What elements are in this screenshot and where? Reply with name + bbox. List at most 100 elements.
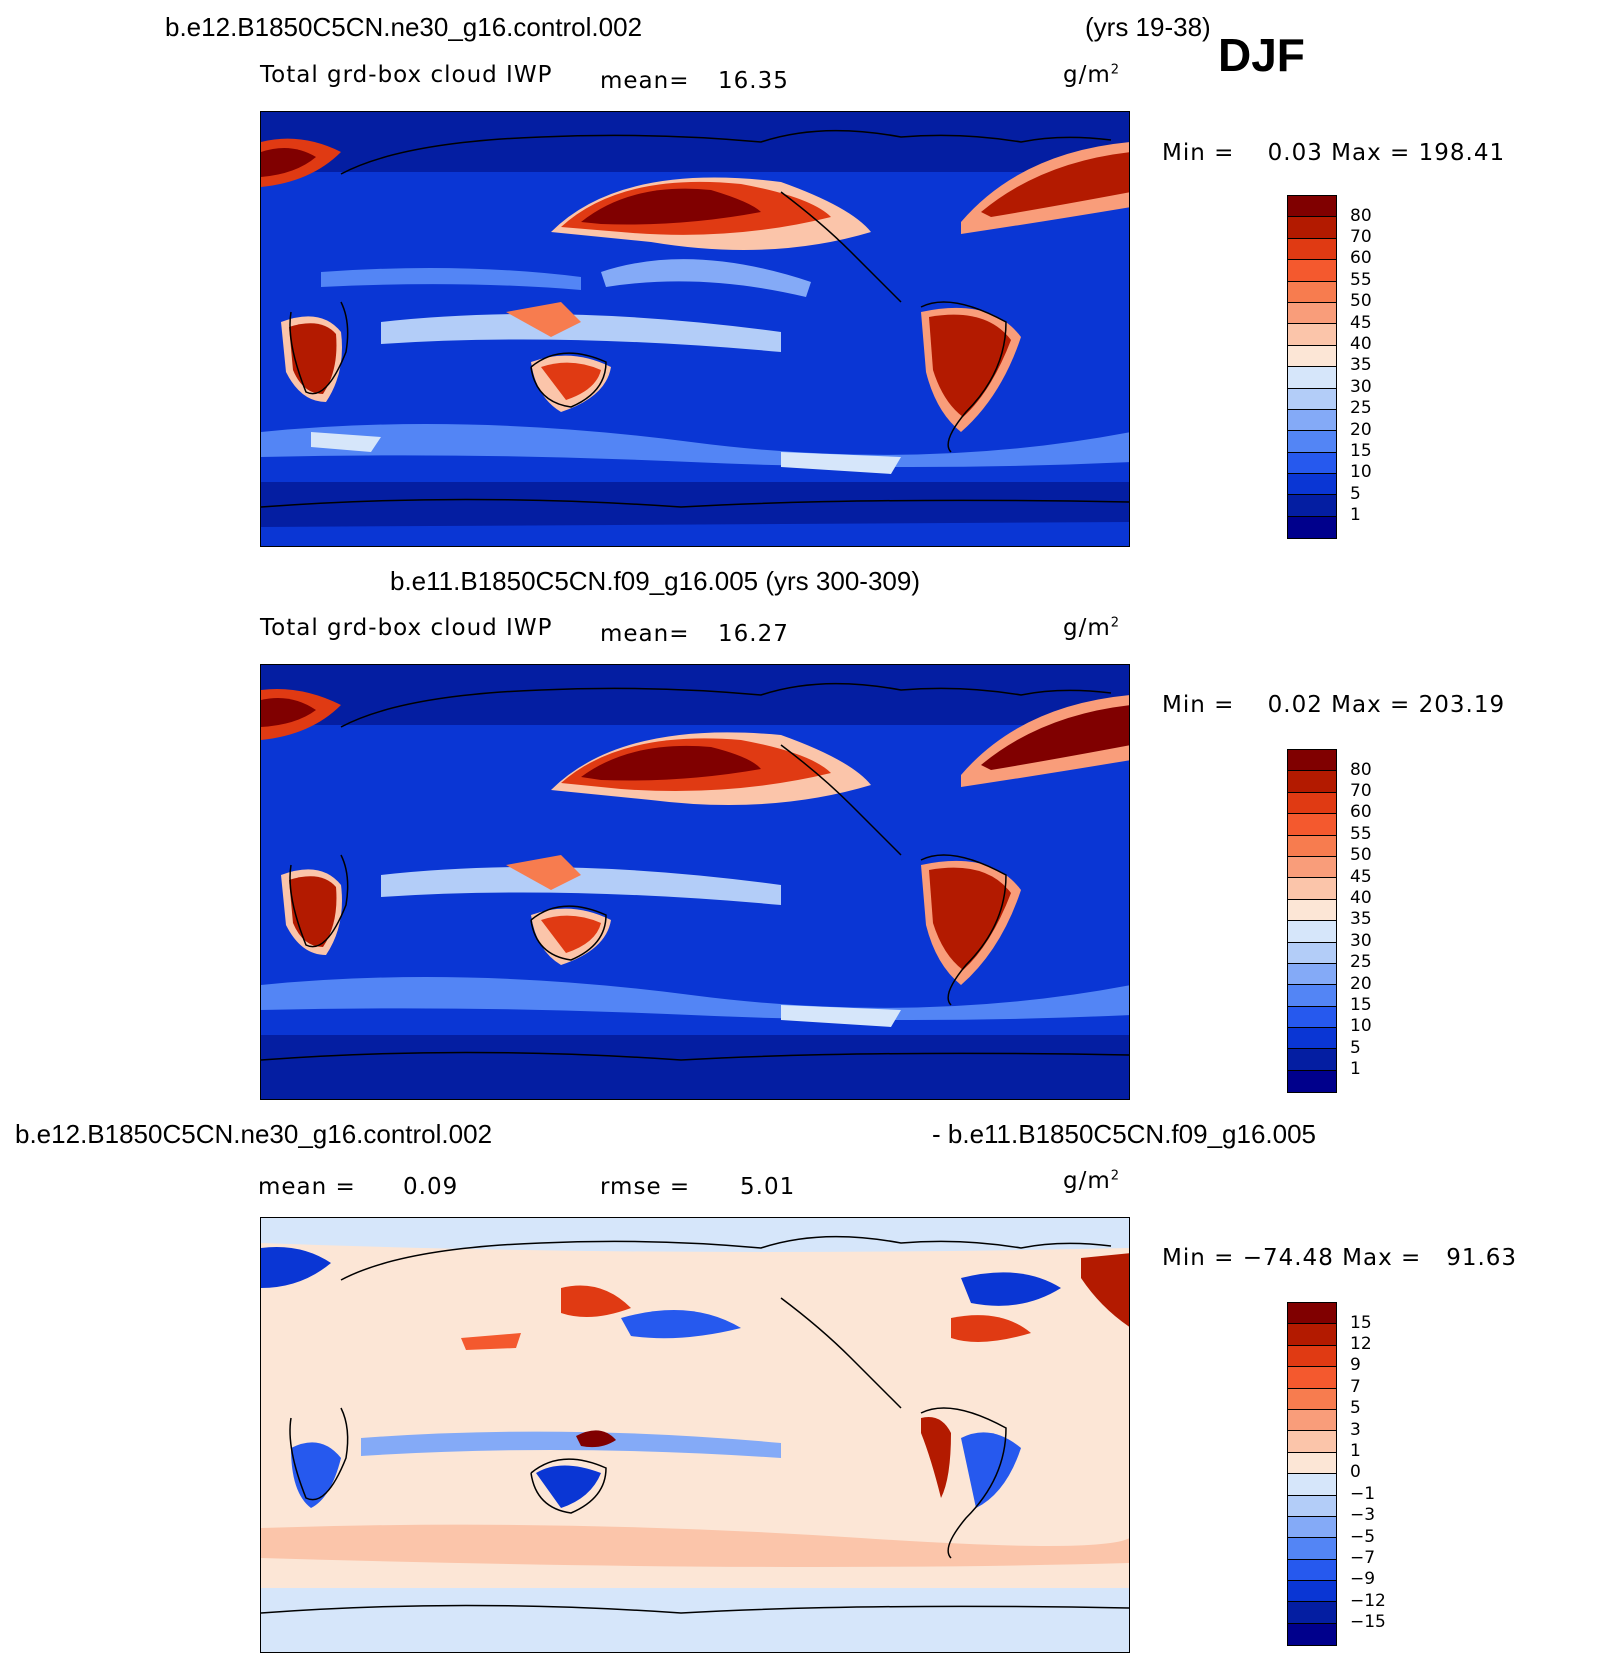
colorbar-segment [1288,196,1336,218]
colorbar-tick-label: 35 [1350,355,1372,376]
panel3-colorbar [1287,1302,1337,1647]
colorbar-segment [1288,324,1336,346]
colorbar-segment [1288,1538,1336,1560]
colorbar-tick-label: 40 [1350,888,1372,909]
colorbar-segment [1288,238,1336,261]
panel3-case-title-right: - b.e11.B1850C5CN.f09_g16.005 [932,1119,1317,1149]
colorbar-tick-label: −3 [1350,1505,1376,1526]
colorbar-tick-label: 35 [1350,909,1372,930]
panel3-map [260,1217,1130,1653]
colorbar-segment [1288,1495,1336,1517]
colorbar-tick-label: 70 [1350,227,1372,248]
colorbar-segment [1288,1559,1336,1582]
colorbar-segment [1288,1367,1336,1389]
colorbar-segment [1288,1070,1336,1093]
colorbar-segment [1288,750,1336,772]
colorbar-segment [1288,921,1336,943]
colorbar-segment [1288,1388,1336,1410]
colorbar-segment [1288,1602,1336,1624]
colorbar-tick-label: 1 [1350,505,1361,526]
panel1-colorbar [1287,195,1337,540]
colorbar-tick-label: 25 [1350,398,1372,419]
colorbar-tick-label: 15 [1350,1312,1372,1333]
colorbar-segment [1288,814,1336,836]
colorbar-segment [1288,1516,1336,1539]
colorbar-tick-label: 55 [1350,823,1372,844]
panel3-colorbar-labels: 15 12 9 7 5 3 1 0 −1 −3 −5 −7 −9 −12 −15 [1350,1302,1386,1632]
colorbar-tick-label: 45 [1350,312,1372,333]
colorbar-tick-label: 70 [1350,781,1372,802]
colorbar-segment [1288,1623,1336,1646]
colorbar-tick-label: −15 [1350,1612,1386,1633]
panel1-minmax: Min = 0.03 Max = 198.41 [1162,140,1506,166]
panel1-colorbar-labels: 80 70 60 55 50 45 40 35 30 25 20 15 10 5 1 [1350,195,1372,525]
panel3-mean-value: 0.09 [403,1174,459,1200]
colorbar-tick-label: −7 [1350,1547,1376,1568]
colorbar-tick-label: 15 [1350,994,1372,1015]
colorbar-segment [1288,835,1336,857]
colorbar-segment [1288,899,1336,922]
colorbar-tick-label: −1 [1350,1483,1376,1504]
colorbar-segment [1288,388,1336,410]
colorbar-segment [1288,1409,1336,1432]
colorbar-segment [1288,452,1336,475]
panel1-case-title: b.e12.B1850C5CN.ne30_g16.control.002 [165,12,643,42]
colorbar-segment [1288,856,1336,879]
colorbar-segment [1288,1049,1336,1071]
panel2-colorbar [1287,749,1337,1094]
colorbar-tick-label: 55 [1350,269,1372,290]
colorbar-tick-label: 25 [1350,952,1372,973]
colorbar-tick-label: 80 [1350,205,1372,226]
colorbar-segment [1288,345,1336,368]
panel2-unit: g/m2 [1063,615,1121,641]
colorbar-tick-label: 10 [1350,1016,1372,1037]
colorbar-tick-label: 20 [1350,973,1372,994]
colorbar-tick-label: 40 [1350,334,1372,355]
colorbar-segment [1288,302,1336,325]
colorbar-tick-label: 80 [1350,759,1372,780]
panel1-variable: Total grd-box cloud IWP [260,62,553,88]
colorbar-segment [1288,1303,1336,1325]
colorbar-segment [1288,1452,1336,1475]
colorbar-segment [1288,431,1336,453]
colorbar-tick-label: −5 [1350,1526,1376,1547]
panel3-rmse-value: 5.01 [740,1174,796,1200]
colorbar-tick-label: 50 [1350,291,1372,312]
colorbar-tick-label: −9 [1350,1569,1376,1590]
panel3-unit: g/m2 [1063,1168,1121,1194]
colorbar-segment [1288,260,1336,282]
colorbar-segment [1288,281,1336,303]
colorbar-segment [1288,1474,1336,1496]
panel1-mean-value: 16.35 [718,68,789,94]
colorbar-segment [1288,217,1336,239]
panel3-rmse-label: rmse = [600,1174,691,1200]
colorbar-tick-label: −12 [1350,1590,1386,1611]
colorbar-tick-label: 5 [1350,1398,1361,1419]
colorbar-tick-label: 15 [1350,440,1372,461]
colorbar-segment [1288,1431,1336,1453]
colorbar-tick-label: 12 [1350,1334,1372,1355]
colorbar-segment [1288,1345,1336,1368]
colorbar-segment [1288,367,1336,389]
colorbar-segment [1288,474,1336,496]
colorbar-tick-label: 10 [1350,462,1372,483]
colorbar-segment [1288,942,1336,964]
colorbar-tick-label: 1 [1350,1441,1361,1462]
panel1-map [260,111,1130,547]
colorbar-tick-label: 60 [1350,248,1372,269]
colorbar-tick-label: 45 [1350,866,1372,887]
panel1-unit: g/m2 [1063,62,1121,88]
panel2-case-title: b.e11.B1850C5CN.f09_g16.005 (yrs 300-309… [390,566,920,596]
season-label: DJF [1218,29,1305,81]
colorbar-segment [1288,985,1336,1007]
panel2-map [260,664,1130,1100]
colorbar-tick-label: 7 [1350,1376,1361,1397]
colorbar-tick-label: 30 [1350,376,1372,397]
panel2-colorbar-labels: 80 70 60 55 50 45 40 35 30 25 20 15 10 5 1 [1350,749,1372,1079]
panel2-minmax: Min = 0.02 Max = 203.19 [1162,692,1506,718]
colorbar-segment [1288,1324,1336,1346]
panel1-mean-label: mean= [600,68,690,94]
colorbar-tick-label: 50 [1350,845,1372,866]
colorbar-segment [1288,1028,1336,1050]
panel3-minmax: Min = −74.48 Max = 91.63 [1162,1245,1518,1271]
